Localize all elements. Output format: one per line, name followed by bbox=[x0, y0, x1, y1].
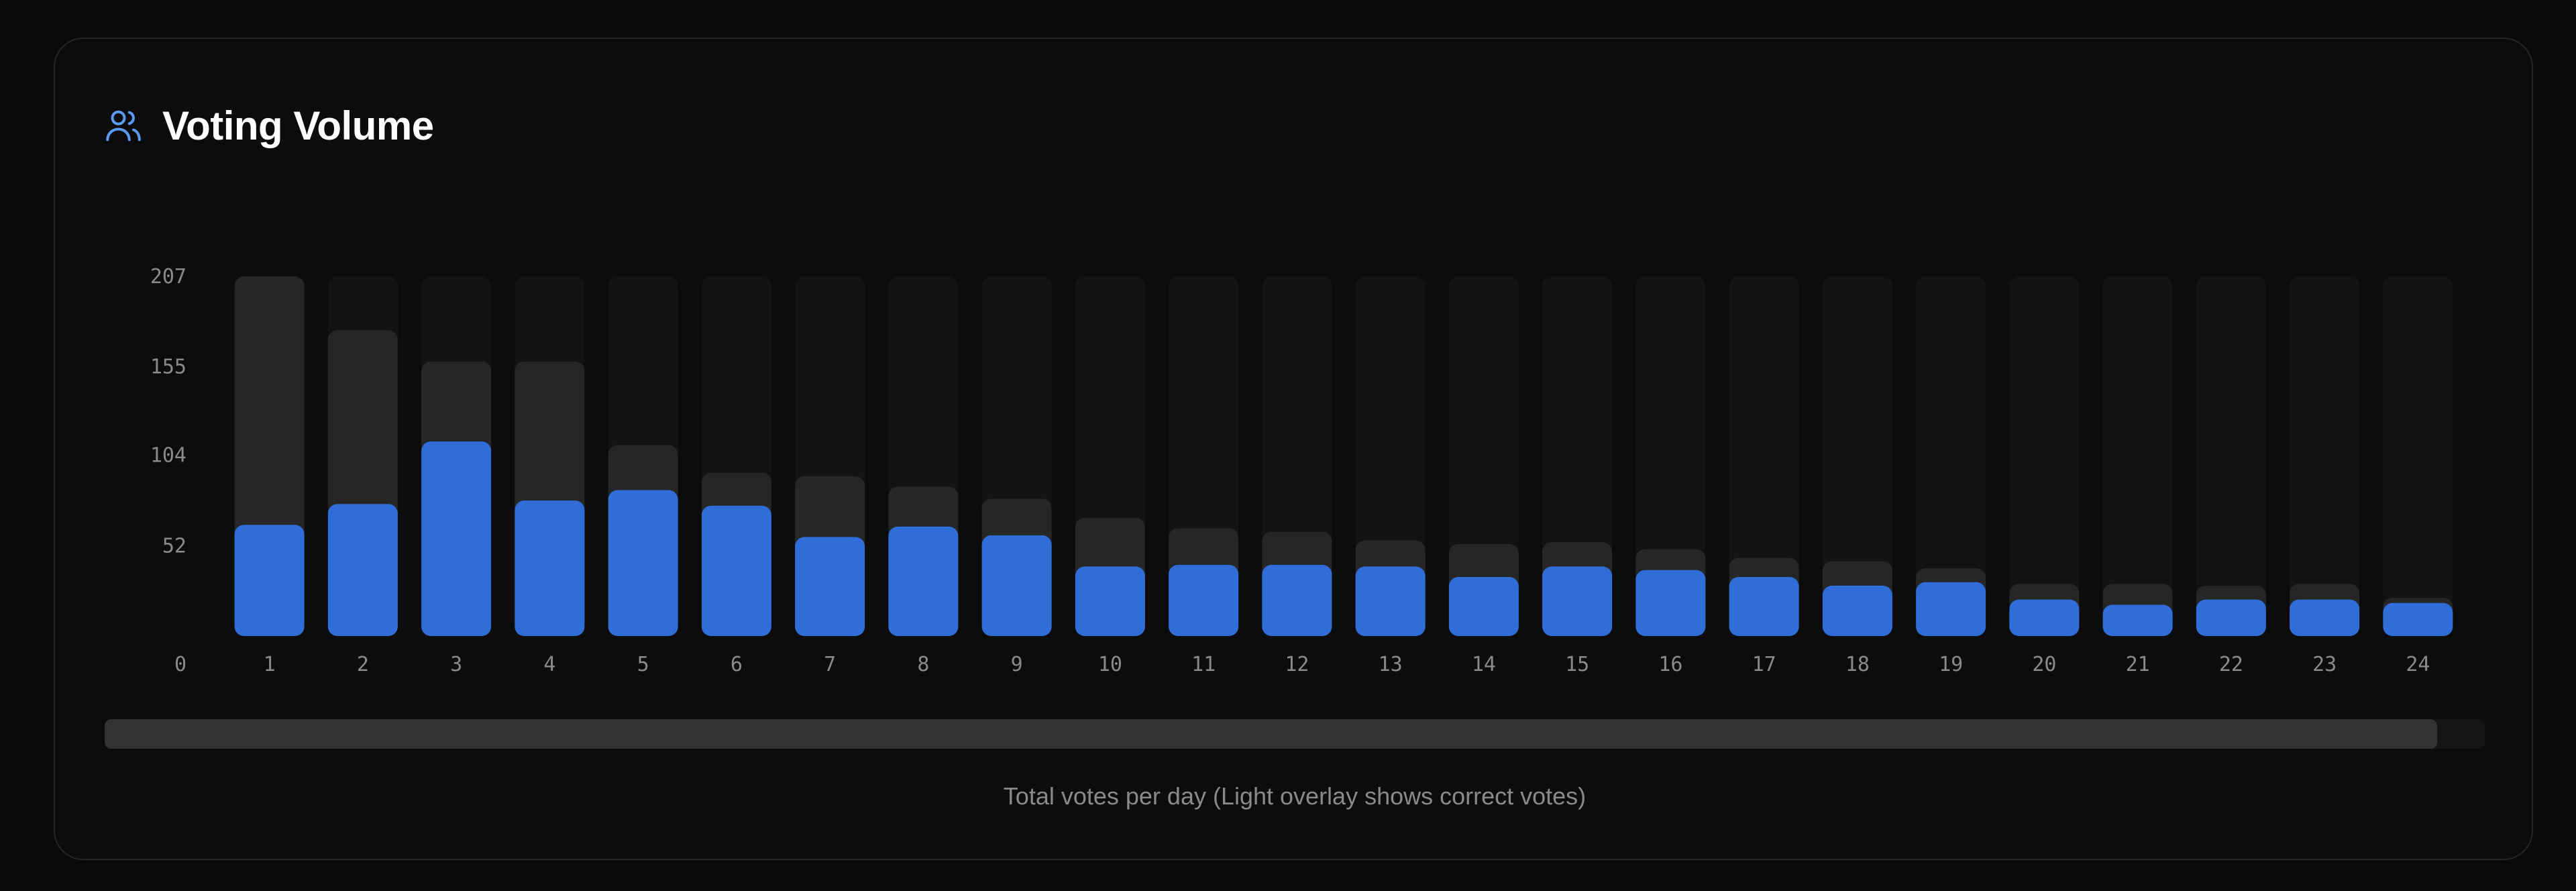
bar-correct bbox=[2383, 602, 2453, 636]
x-tick-label: 5 bbox=[637, 653, 649, 676]
bar-correct bbox=[1075, 566, 1145, 636]
x-tick-label: 11 bbox=[1191, 653, 1216, 676]
bar-correct bbox=[608, 490, 678, 636]
x-tick-label: 21 bbox=[2126, 653, 2150, 676]
x-tick-label: 22 bbox=[2219, 653, 2243, 676]
x-tick-label: 7 bbox=[824, 653, 836, 676]
bar-track bbox=[2290, 276, 2360, 636]
chart-scrollbar[interactable] bbox=[105, 719, 2485, 749]
bar-correct bbox=[1542, 566, 1613, 636]
x-tick-label: 12 bbox=[1285, 653, 1309, 676]
chart-caption: Total votes per day (Light overlay shows… bbox=[1003, 782, 1587, 810]
x-tick-label: 23 bbox=[2312, 653, 2337, 676]
bar-correct bbox=[2196, 599, 2266, 636]
bar-correct bbox=[1729, 576, 1799, 636]
y-tick-label: 104 bbox=[150, 444, 186, 468]
x-tick-label: 6 bbox=[731, 653, 743, 676]
bar-track bbox=[2009, 276, 2080, 636]
y-tick-label: 52 bbox=[162, 534, 186, 558]
y-tick-label: 155 bbox=[150, 356, 186, 379]
bar-correct bbox=[888, 526, 959, 636]
x-tick-label: 15 bbox=[1565, 653, 1589, 676]
x-tick-label: 18 bbox=[1845, 653, 1870, 676]
card-header: Voting Volume bbox=[103, 95, 434, 156]
bar-track bbox=[1635, 276, 1706, 636]
scrollbar-thumb[interactable] bbox=[105, 719, 2438, 749]
x-tick-label: 16 bbox=[1658, 653, 1682, 676]
x-tick-label: 9 bbox=[1011, 653, 1023, 676]
x-tick-label: 17 bbox=[1752, 653, 1776, 676]
bar-correct bbox=[2009, 599, 2080, 636]
bar-correct bbox=[1448, 576, 1519, 636]
bar-track bbox=[2102, 276, 2173, 636]
bar-track bbox=[1822, 276, 1892, 636]
bar-correct bbox=[2290, 599, 2360, 636]
voting-volume-card: Voting Volume 0 52 104 155 207 1 2 3 4 5 6 7 8 9 10 11 1… bbox=[54, 38, 2533, 860]
bar-correct bbox=[1169, 564, 1239, 636]
bar-correct bbox=[421, 441, 492, 636]
y-tick-label: 207 bbox=[150, 265, 186, 289]
x-tick-label: 8 bbox=[917, 653, 929, 676]
x-tick-label: 10 bbox=[1098, 653, 1122, 676]
x-tick-label: 13 bbox=[1379, 653, 1403, 676]
x-tick-label: 3 bbox=[450, 653, 462, 676]
bar-correct bbox=[1355, 566, 1426, 636]
bar-track bbox=[2196, 276, 2266, 636]
x-tick-label: 4 bbox=[543, 653, 555, 676]
x-tick-label: 1 bbox=[264, 653, 276, 676]
x-tick-label: 24 bbox=[2406, 653, 2430, 676]
bar-correct bbox=[701, 505, 771, 636]
y-tick-label: 0 bbox=[174, 653, 186, 676]
bar-correct bbox=[1822, 585, 1892, 636]
bar-correct bbox=[1635, 570, 1706, 636]
users-icon bbox=[103, 104, 146, 147]
x-tick-label: 20 bbox=[2032, 653, 2056, 676]
bar-track bbox=[2383, 276, 2453, 636]
bar-track bbox=[1729, 276, 1799, 636]
bar-correct bbox=[327, 504, 398, 636]
bar-correct bbox=[1916, 582, 1986, 636]
bar-correct bbox=[515, 501, 585, 636]
bar-correct bbox=[234, 525, 305, 636]
bar-correct bbox=[2102, 605, 2173, 636]
x-tick-label: 14 bbox=[1472, 653, 1496, 676]
bar-correct bbox=[1262, 564, 1332, 636]
bar-correct bbox=[981, 535, 1052, 636]
bar-track bbox=[1916, 276, 1986, 636]
x-tick-label: 2 bbox=[357, 653, 369, 676]
x-tick-label: 19 bbox=[1939, 653, 1963, 676]
card-title: Voting Volume bbox=[162, 103, 434, 148]
bar-correct bbox=[795, 537, 865, 636]
